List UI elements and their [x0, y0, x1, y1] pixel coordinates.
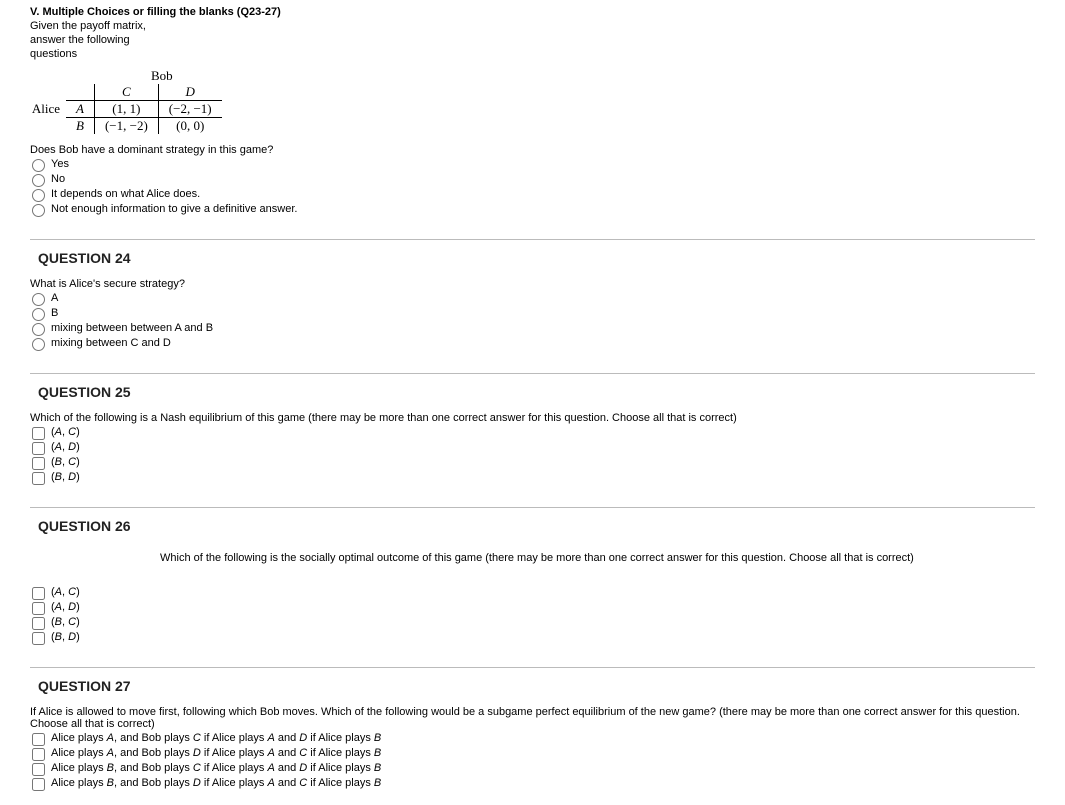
q27-check-2[interactable] — [32, 748, 45, 761]
q25-text: Which of the following is a Nash equilib… — [30, 412, 1035, 424]
q23-option-4[interactable]: Not enough information to give a definit… — [32, 203, 1035, 217]
divider — [30, 667, 1035, 668]
col-d-header: D — [158, 84, 221, 101]
q23-radio-3[interactable] — [32, 189, 45, 202]
q23-option-3[interactable]: It depends on what Alice does. — [32, 188, 1035, 202]
q27-label-4: Alice plays B, and Bob plays D if Alice … — [51, 777, 381, 789]
q26-check-4[interactable] — [32, 632, 45, 645]
q24-label-2: B — [51, 307, 58, 319]
q26-option-2[interactable]: (A, D) — [32, 601, 1035, 615]
q25-option-4[interactable]: (B, D) — [32, 471, 1035, 485]
q24-radio-3[interactable] — [32, 323, 45, 336]
q23-label-1: Yes — [51, 158, 69, 170]
bob-label: Bob — [102, 68, 222, 84]
q27-check-3[interactable] — [32, 763, 45, 776]
q26-check-1[interactable] — [32, 587, 45, 600]
q25-number: QUESTION 25 — [38, 384, 1035, 400]
q27-text: If Alice is allowed to move first, follo… — [30, 706, 1035, 730]
q23-text: Does Bob have a dominant strategy in thi… — [30, 144, 1035, 156]
q26-label-2: (A, D) — [51, 601, 80, 613]
q24-label-4: mixing between C and D — [51, 337, 171, 349]
q27-label-1: Alice plays A, and Bob plays C if Alice … — [51, 732, 381, 744]
q24-radio-2[interactable] — [32, 308, 45, 321]
q24-text: What is Alice's secure strategy? — [30, 278, 1035, 290]
q27-option-4[interactable]: Alice plays B, and Bob plays D if Alice … — [32, 777, 1035, 791]
q25-label-1: (A, C) — [51, 426, 80, 438]
q23-radio-4[interactable] — [32, 204, 45, 217]
q23-radio-1[interactable] — [32, 159, 45, 172]
q24-radio-4[interactable] — [32, 338, 45, 351]
q26-option-3[interactable]: (B, C) — [32, 616, 1035, 630]
q25-check-4[interactable] — [32, 472, 45, 485]
section-title: V. Multiple Choices or filling the blank… — [30, 6, 1035, 18]
q25-option-3[interactable]: (B, C) — [32, 456, 1035, 470]
q27-check-4[interactable] — [32, 778, 45, 791]
q27-option-1[interactable]: Alice plays A, and Bob plays C if Alice … — [32, 732, 1035, 746]
q24-label-1: A — [51, 292, 58, 304]
q25-check-2[interactable] — [32, 442, 45, 455]
q25-label-3: (B, C) — [51, 456, 80, 468]
q25-label-2: (A, D) — [51, 441, 80, 453]
intro-line-3: questions — [30, 48, 1035, 60]
q23-label-4: Not enough information to give a definit… — [51, 203, 297, 215]
row-a-header: A — [66, 101, 94, 118]
q26-check-2[interactable] — [32, 602, 45, 615]
divider — [30, 507, 1035, 508]
q26-number: QUESTION 26 — [38, 518, 1035, 534]
q26-option-1[interactable]: (A, C) — [32, 586, 1035, 600]
q26-label-1: (A, C) — [51, 586, 80, 598]
q27-label-3: Alice plays B, and Bob plays C if Alice … — [51, 762, 381, 774]
cell-ad: (−2, −1) — [158, 101, 221, 118]
q24-option-3[interactable]: mixing between between A and B — [32, 322, 1035, 336]
q27-check-1[interactable] — [32, 733, 45, 746]
q23-label-2: No — [51, 173, 65, 185]
cell-bc: (−1, −2) — [94, 118, 158, 135]
q25-check-1[interactable] — [32, 427, 45, 440]
q27-option-3[interactable]: Alice plays B, and Bob plays C if Alice … — [32, 762, 1035, 776]
q24-radio-1[interactable] — [32, 293, 45, 306]
q23-radio-2[interactable] — [32, 174, 45, 187]
q25-check-3[interactable] — [32, 457, 45, 470]
q26-check-3[interactable] — [32, 617, 45, 630]
q24-label-3: mixing between between A and B — [51, 322, 213, 334]
intro-line-2: answer the following — [30, 34, 1035, 46]
q26-label-4: (B, D) — [51, 631, 80, 643]
q26-label-3: (B, C) — [51, 616, 80, 628]
q27-label-2: Alice plays A, and Bob plays D if Alice … — [51, 747, 381, 759]
q24-option-4[interactable]: mixing between C and D — [32, 337, 1035, 351]
q23-option-2[interactable]: No — [32, 173, 1035, 187]
q26-text: Which of the following is the socially o… — [160, 552, 1035, 564]
q24-option-2[interactable]: B — [32, 307, 1035, 321]
row-b-header: B — [66, 118, 94, 135]
q27-option-2[interactable]: Alice plays A, and Bob plays D if Alice … — [32, 747, 1035, 761]
payoff-matrix: Bob Alice C D A (1, 1) (−2, −1) B (−1, −… — [30, 68, 1035, 134]
intro-line-1: Given the payoff matrix, — [30, 20, 1035, 32]
divider — [30, 373, 1035, 374]
q24-option-1[interactable]: A — [32, 292, 1035, 306]
payoff-table: C D A (1, 1) (−2, −1) B (−1, −2) (0, 0) — [66, 84, 222, 134]
q25-option-1[interactable]: (A, C) — [32, 426, 1035, 440]
cell-ac: (1, 1) — [94, 101, 158, 118]
q27-number: QUESTION 27 — [38, 678, 1035, 694]
cell-bd: (0, 0) — [158, 118, 221, 135]
q25-option-2[interactable]: (A, D) — [32, 441, 1035, 455]
q24-number: QUESTION 24 — [38, 250, 1035, 266]
q23-option-1[interactable]: Yes — [32, 158, 1035, 172]
col-c-header: C — [94, 84, 158, 101]
q23-label-3: It depends on what Alice does. — [51, 188, 200, 200]
divider — [30, 239, 1035, 240]
q25-label-4: (B, D) — [51, 471, 80, 483]
alice-label: Alice — [30, 101, 66, 117]
q26-option-4[interactable]: (B, D) — [32, 631, 1035, 645]
